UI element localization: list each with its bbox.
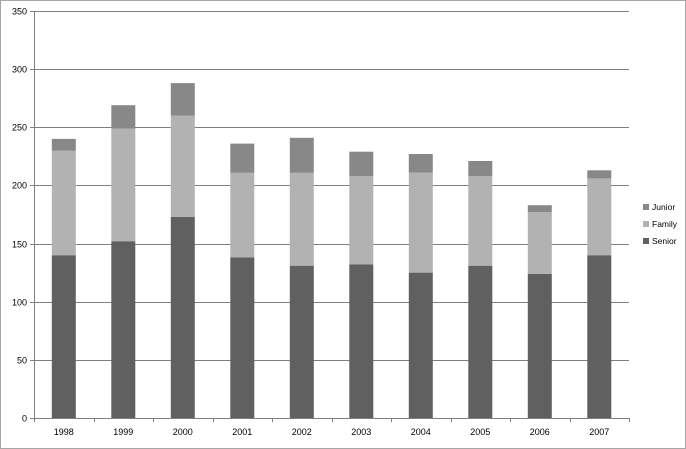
y-tick-label-300: 300 (12, 65, 27, 75)
axes (30, 11, 630, 422)
bar-senior-2005 (468, 265, 493, 418)
bar-family-1998 (51, 150, 76, 256)
x-tick-label-2004: 2004 (411, 427, 431, 437)
x-tick-label-2001: 2001 (232, 427, 252, 437)
x-tick-label-1999: 1999 (113, 427, 133, 437)
x-tick-labels: 1998 1999 2000 2001 2002 2003 2004 2005 2006 2007 (54, 427, 610, 437)
bar-junior-1998 (51, 138, 76, 151)
bar-senior-2004 (408, 272, 433, 418)
bar-junior-2001 (230, 143, 255, 173)
x-tick-label-2007: 2007 (589, 427, 609, 437)
legend-swatch-family (643, 221, 649, 227)
bar-family-2001 (230, 172, 255, 258)
bar-senior-2007 (587, 255, 612, 418)
bar-junior-2007 (587, 170, 612, 179)
legend-swatch-senior (643, 238, 649, 244)
bar-junior-2005 (468, 161, 493, 177)
y-tick-label-350: 350 (12, 7, 27, 17)
y-tick-label-200: 200 (12, 181, 27, 191)
y-tick-label-250: 250 (12, 123, 27, 133)
y-tick-label-150: 150 (12, 240, 27, 250)
legend-label-senior: Senior (652, 236, 677, 246)
x-tick-label-2002: 2002 (292, 427, 312, 437)
bar-junior-2000 (170, 83, 195, 116)
x-tick-label-2000: 2000 (173, 427, 193, 437)
x-tick-label-1998: 1998 (54, 427, 74, 437)
bar-family-2006 (527, 212, 552, 274)
bar-senior-1999 (111, 241, 136, 418)
bar-family-2000 (170, 115, 195, 217)
x-tick-label-2005: 2005 (470, 427, 490, 437)
x-tick-label-2006: 2006 (530, 427, 550, 437)
bar-senior-2006 (527, 273, 552, 418)
bar-family-2007 (587, 178, 612, 256)
bar-senior-2003 (349, 264, 374, 418)
x-tick-label-2003: 2003 (351, 427, 371, 437)
bar-senior-2001 (230, 257, 255, 418)
bar-family-2003 (349, 176, 374, 265)
legend: Junior Family Senior (643, 202, 678, 246)
bar-junior-1999 (111, 105, 136, 129)
bar-junior-2006 (527, 205, 552, 213)
y-tick-labels: 0 50 100 150 200 250 300 350 (12, 7, 27, 424)
y-tick-label-50: 50 (17, 356, 27, 366)
bar-family-2005 (468, 176, 493, 266)
legend-label-family: Family (652, 219, 678, 229)
bars (51, 83, 612, 418)
bar-family-1999 (111, 128, 136, 242)
bar-senior-2000 (170, 216, 195, 418)
bar-junior-2003 (349, 151, 374, 177)
bar-family-2002 (289, 172, 314, 266)
bar-senior-2002 (289, 265, 314, 418)
bar-senior-1998 (51, 255, 76, 418)
bar-junior-2002 (289, 137, 314, 173)
legend-swatch-junior (643, 204, 649, 210)
bar-junior-2004 (408, 154, 433, 173)
bar-family-2004 (408, 172, 433, 273)
y-tick-label-0: 0 (22, 414, 27, 424)
y-tick-label-100: 100 (12, 298, 27, 308)
legend-label-junior: Junior (652, 202, 675, 212)
